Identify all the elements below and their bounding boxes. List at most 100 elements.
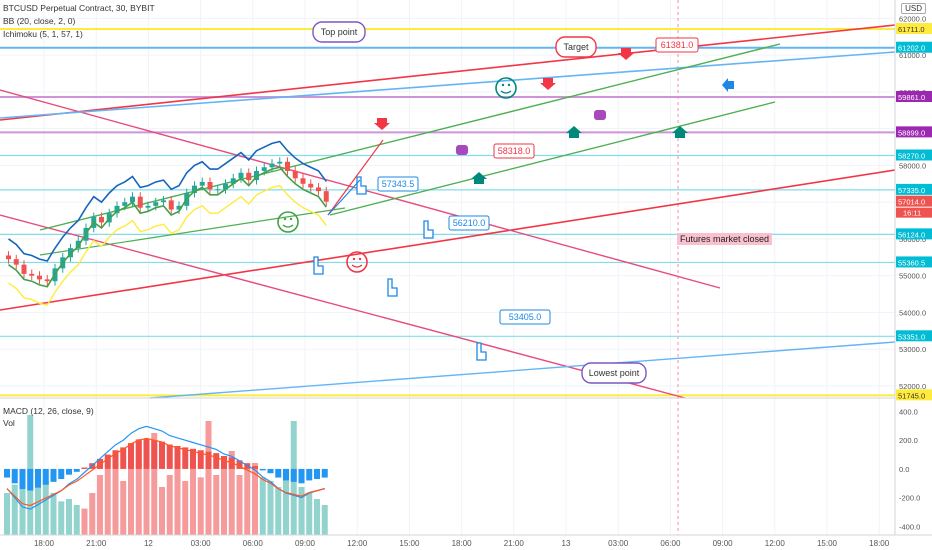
time-tick-label: 13 (562, 539, 571, 548)
volume-bar (190, 469, 196, 535)
candle (292, 170, 298, 179)
cat-icon (456, 145, 468, 155)
lowest-point-callout[interactable]: Lowest point (581, 362, 647, 384)
callout-bubble (555, 36, 597, 58)
candle (199, 181, 205, 186)
macd-histogram-bar (197, 450, 204, 469)
price-label-tag (896, 389, 932, 401)
face-eye (507, 83, 511, 87)
volume-bar (151, 433, 158, 535)
candle (44, 279, 50, 282)
trend-line (0, 169, 896, 311)
macd-histogram-bar (306, 468, 313, 481)
sad-face-icon (346, 251, 368, 273)
volume-bar (275, 487, 282, 535)
volume-bar (205, 421, 212, 535)
volume-bar (166, 475, 173, 535)
time-tick-label: 12:00 (347, 539, 368, 548)
volume-bar (321, 505, 328, 535)
price-label-tag (896, 256, 932, 268)
face-eye (358, 257, 362, 261)
macd-histogram-bar (259, 468, 266, 471)
macd-legend: MACD (12, 26, close, 9) (3, 406, 94, 416)
label-61381[interactable]: 61381.0 (655, 37, 699, 53)
price-label-text: 57335.0 (898, 186, 925, 195)
time-tick-label: 18:00 (869, 539, 890, 548)
candle (145, 205, 151, 208)
label-58318[interactable]: 58318.0 (493, 143, 535, 159)
volume-bar (11, 484, 18, 535)
volume-bar (213, 475, 220, 535)
price-label-text: 57014.0 (898, 198, 925, 207)
time-tick-label: 06:00 (660, 539, 681, 548)
volume-bar (112, 463, 119, 535)
annotation-box (493, 143, 535, 159)
candle (168, 200, 174, 210)
macd-histogram-bar (27, 468, 34, 491)
smiley-icon (495, 77, 517, 99)
time-tick-label: 12 (144, 539, 153, 548)
price-label-text: 59861.0 (898, 93, 925, 102)
volume-bar (174, 463, 181, 535)
macd-histogram-bar (190, 448, 196, 469)
annotation-text: 58318.0 (498, 146, 531, 156)
ichimoku-legend: Ichimoku (5, 1, 57, 1) (3, 29, 83, 39)
macd-histogram-bar (174, 445, 181, 469)
macd-histogram-bar (213, 453, 220, 469)
price-tick-label: 53000.0 (899, 345, 926, 354)
price-label-text: 53351.0 (898, 332, 925, 341)
up-arrow-icon (566, 126, 582, 138)
bb-legend: BB (20, close, 2, 0) (3, 16, 76, 26)
volume-bar (35, 487, 41, 535)
label-53405[interactable]: 53405.0 (499, 309, 551, 325)
trend-line (0, 51, 896, 119)
volume-bar (97, 475, 103, 535)
left-arrow-icon (722, 78, 734, 92)
hand-pointer-icon (423, 220, 434, 239)
top-point-callout[interactable]: Top point (312, 21, 366, 43)
macd-histogram-bar (159, 441, 165, 469)
candle (176, 205, 182, 210)
currency-button[interactable]: USD (901, 3, 926, 14)
trend-line (39, 207, 346, 256)
candle (122, 202, 128, 206)
macd-histogram-bar (205, 451, 212, 469)
target-callout[interactable]: Target (555, 36, 597, 58)
countdown-tag (896, 207, 932, 218)
price-label-text: 56124.0 (898, 230, 925, 239)
face-eye (352, 257, 356, 261)
macd-histogram-bar (42, 468, 49, 485)
annotation-text: 57343.5 (382, 179, 415, 189)
volume-bar (197, 477, 204, 535)
price-label-tag (896, 228, 932, 240)
label-57343[interactable]: 57343.5 (377, 176, 419, 192)
down-arrow-icon (374, 118, 390, 130)
candle (37, 275, 42, 280)
volume-bar (306, 493, 313, 535)
volume-bar (252, 463, 258, 535)
projection-arrow (327, 179, 361, 216)
candle (130, 196, 135, 203)
label-56210[interactable]: 56210.0 (448, 215, 490, 231)
macd-histogram-bar (314, 468, 320, 479)
bb-upper-band (8, 140, 327, 262)
candle (323, 191, 329, 202)
macd-histogram-bar (11, 468, 18, 484)
candle (13, 259, 19, 265)
up-arrow-icon (672, 126, 688, 138)
time-tick-label: 21:00 (86, 539, 107, 548)
price-label-tag (896, 41, 932, 53)
macd-histogram-bar (19, 468, 26, 490)
candle (75, 240, 81, 249)
candle (316, 187, 321, 192)
volume-bar (228, 451, 235, 535)
macd-histogram-bar (112, 450, 119, 469)
face-mouth (500, 90, 512, 94)
candle (137, 196, 143, 208)
down-arrow-icon (540, 78, 556, 90)
callout-text: Top point (321, 27, 358, 37)
signal-line (6, 437, 325, 507)
price-label-text: 51745.0 (898, 391, 925, 400)
time-tick-label: 03:00 (191, 539, 212, 548)
